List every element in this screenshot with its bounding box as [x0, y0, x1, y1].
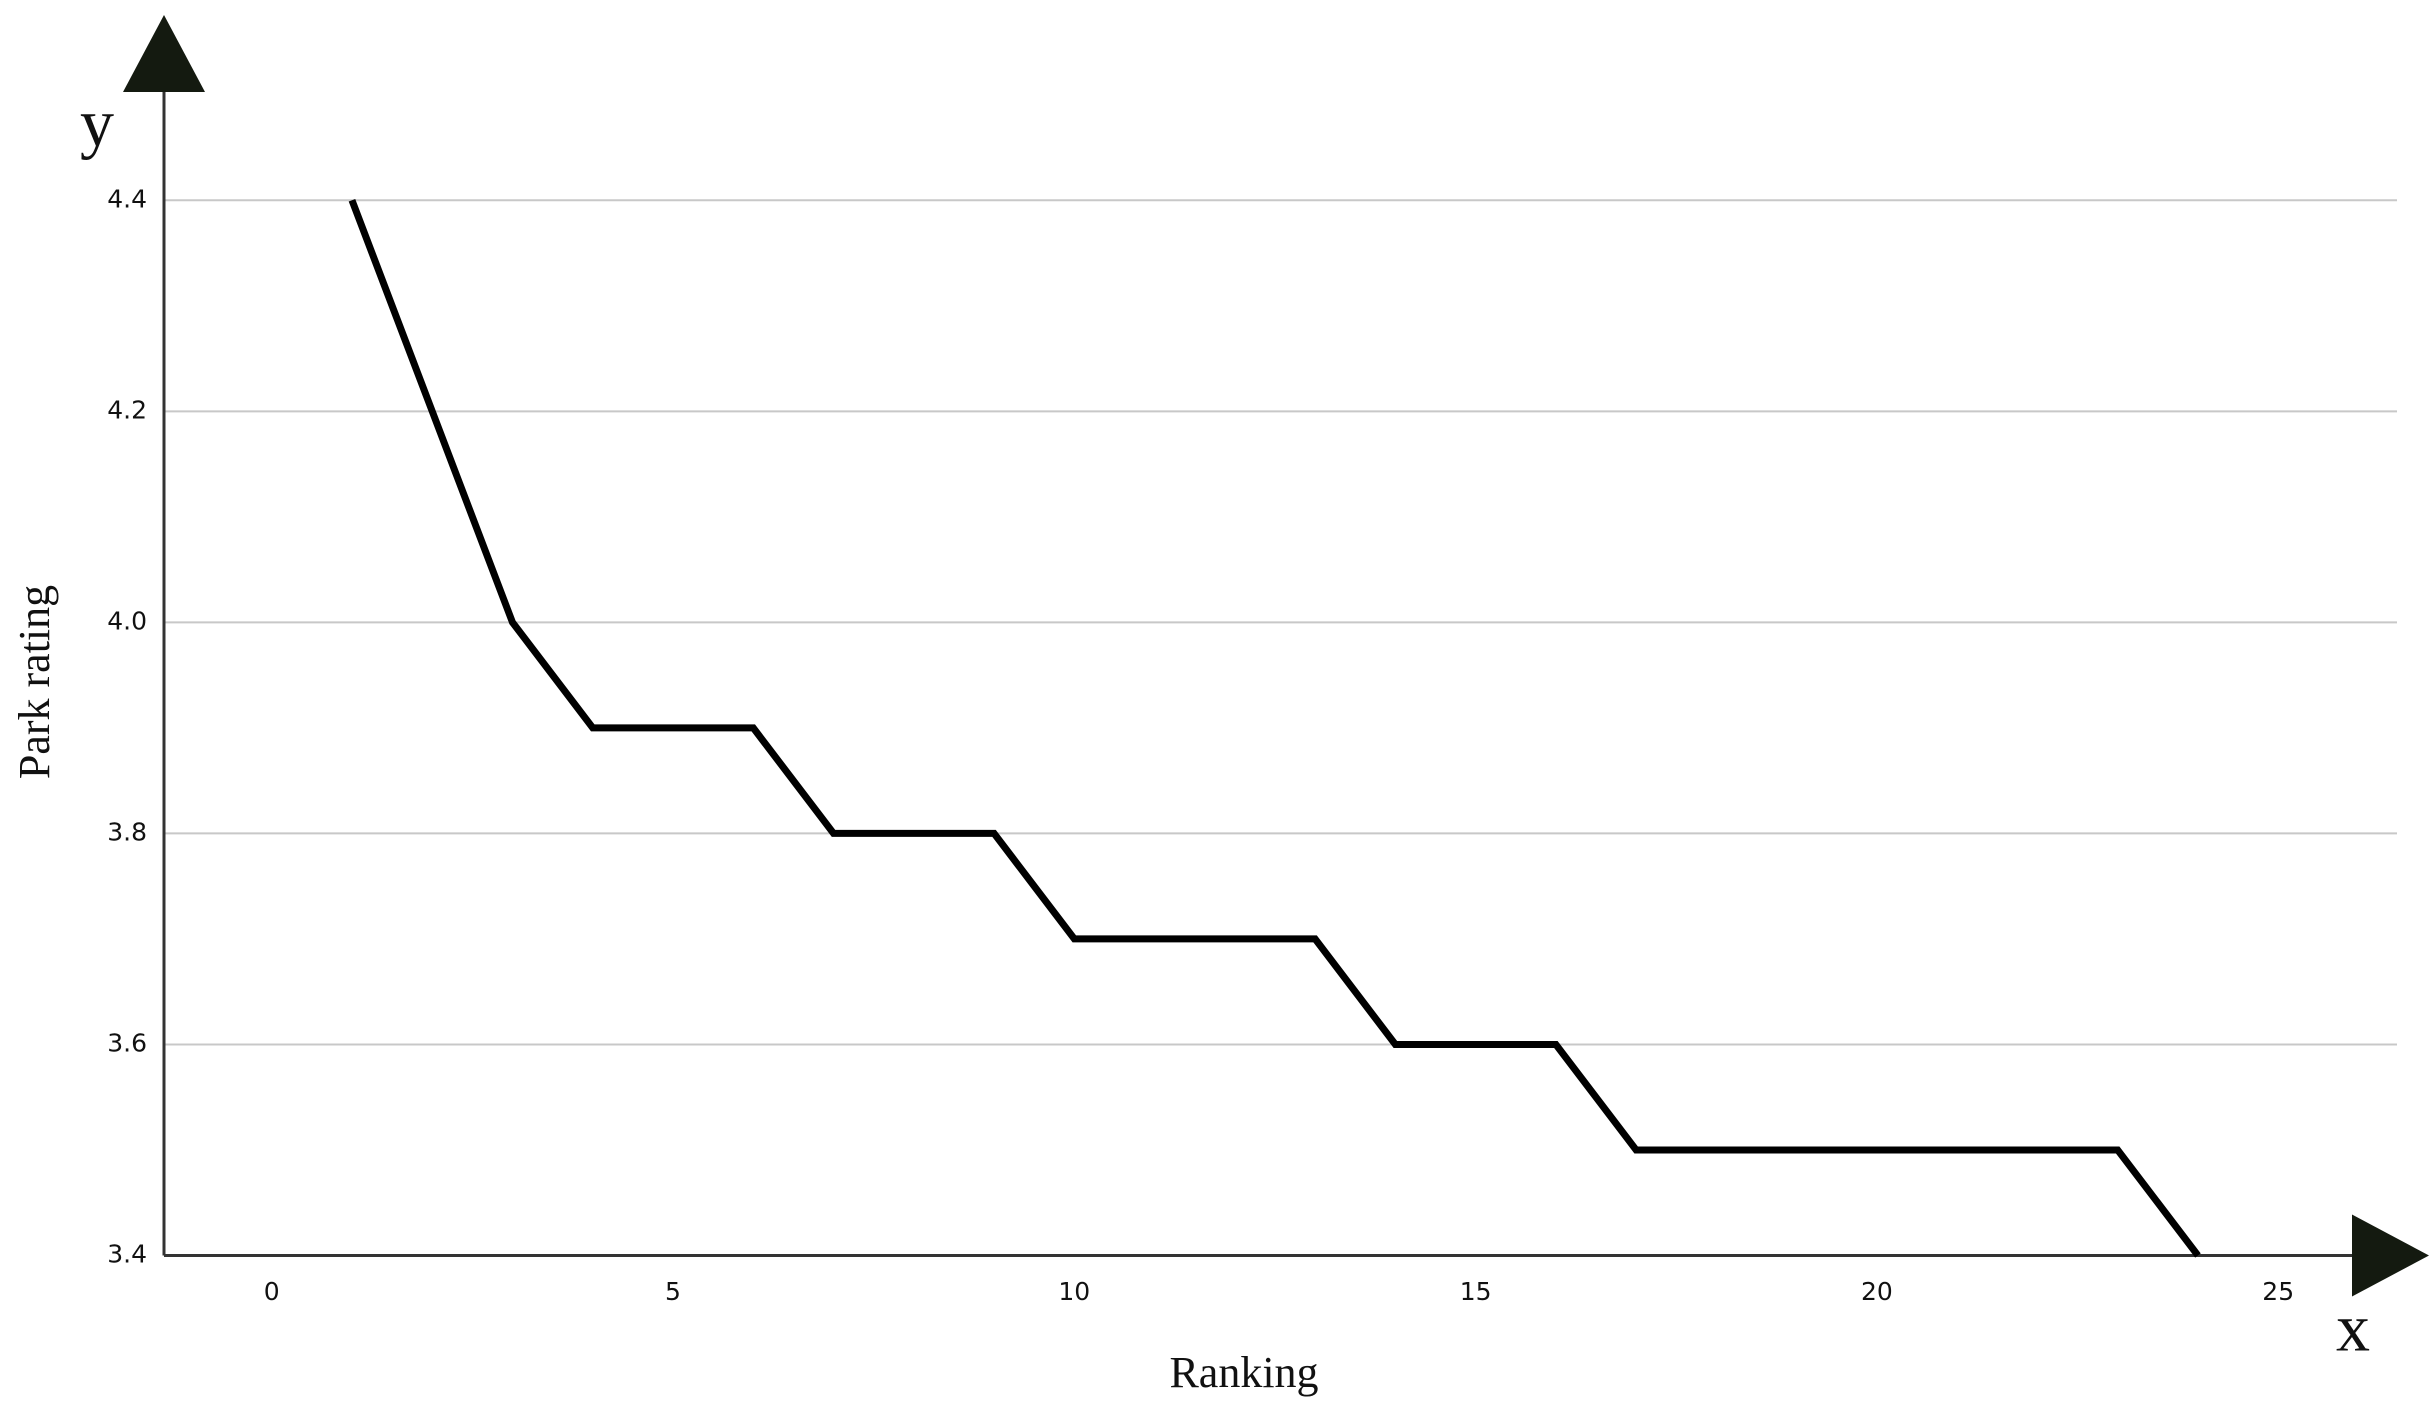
x-tick-label: 0	[264, 1277, 280, 1306]
y-axis-arrow	[123, 15, 205, 92]
y-axis-symbol: y	[80, 85, 114, 161]
y-axis-title: Park rating	[10, 585, 59, 779]
x-tick-label: 5	[665, 1277, 681, 1306]
x-axis-title: Ranking	[1169, 1348, 1318, 1397]
x-tick-label: 10	[1058, 1277, 1090, 1306]
x-axis-symbol: x	[2336, 1290, 2370, 1366]
y-tick-label: 4.2	[107, 395, 147, 424]
y-tick-label: 3.6	[107, 1028, 147, 1057]
y-tick-label: 3.8	[107, 817, 147, 846]
y-tick-label: 3.4	[107, 1240, 147, 1269]
x-axis-arrow	[2352, 1214, 2429, 1297]
y-tick-label: 4.0	[107, 606, 147, 635]
x-tick-label: 25	[2262, 1277, 2294, 1306]
y-tick-label: 4.4	[107, 184, 147, 213]
x-tick-label: 20	[1861, 1277, 1893, 1306]
x-tick-label: 15	[1460, 1277, 1492, 1306]
data-line	[348, 199, 2201, 1258]
